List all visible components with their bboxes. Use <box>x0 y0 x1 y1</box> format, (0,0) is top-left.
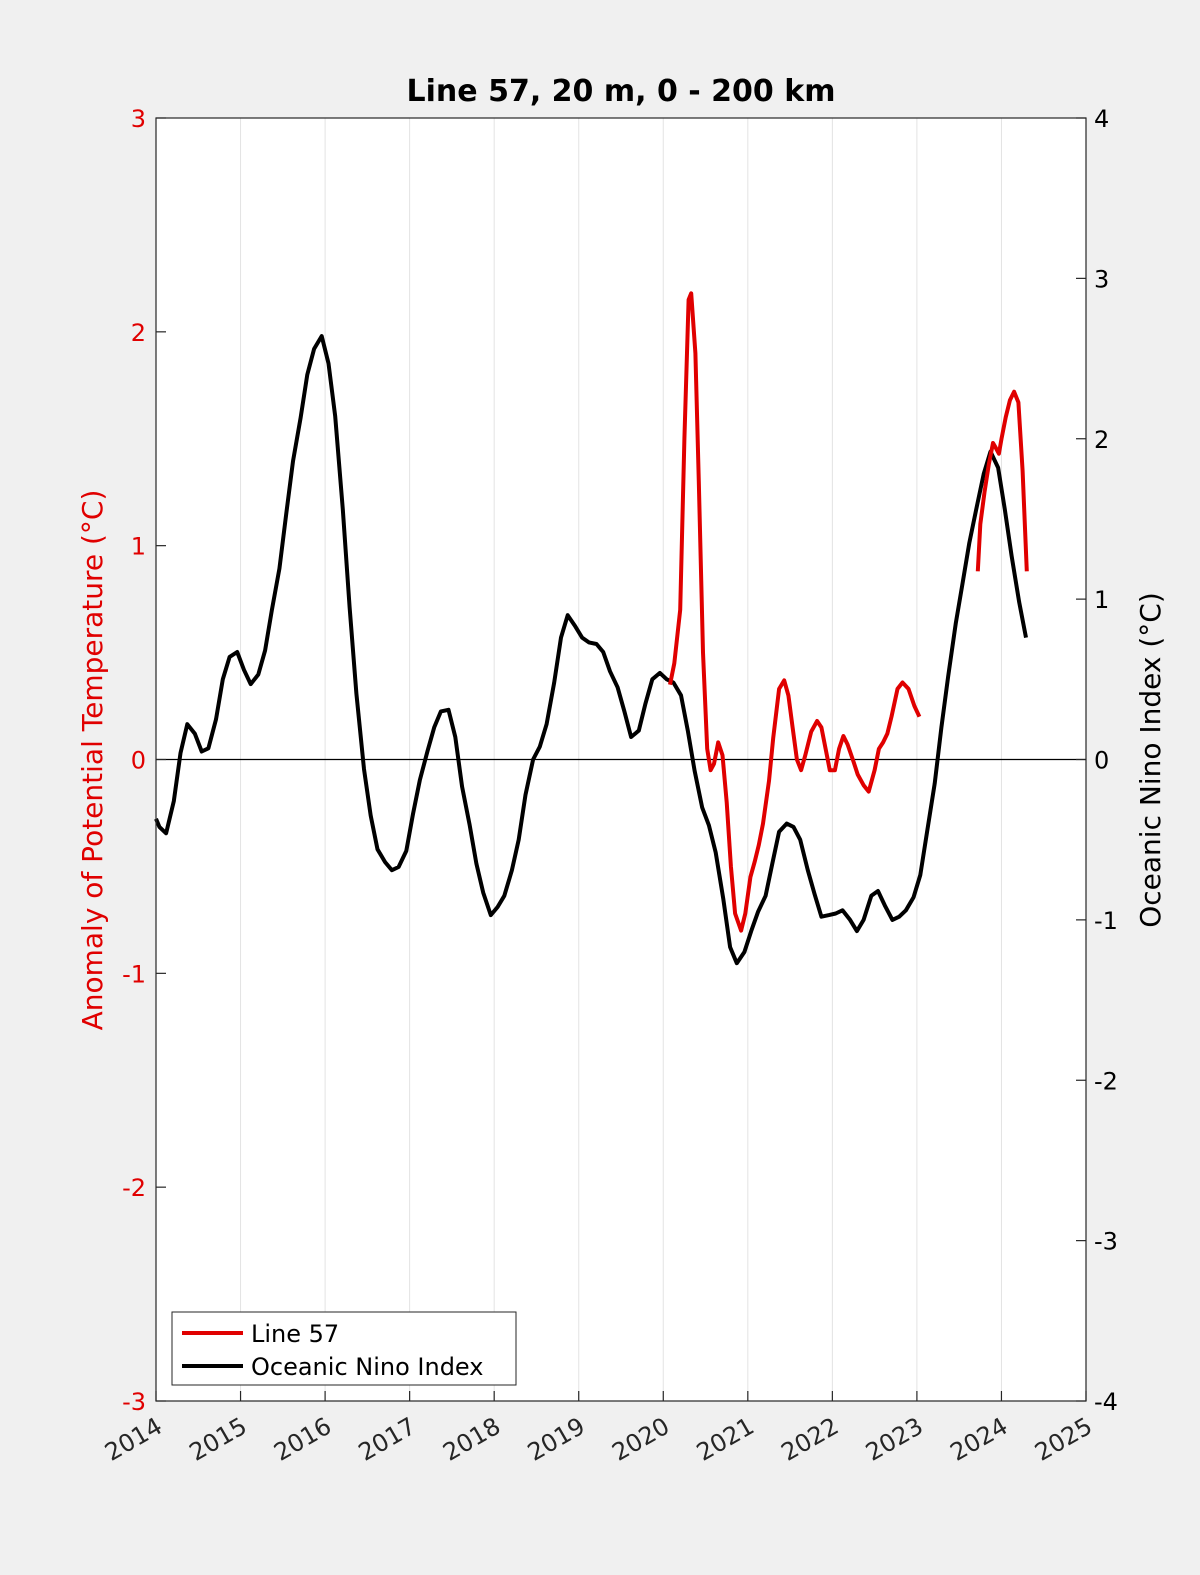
y-left-tick-label: 1 <box>131 533 146 561</box>
y-right-tick-label: 2 <box>1094 426 1109 454</box>
y-left-tick-label: 0 <box>131 747 146 775</box>
y-left-tick-label: 3 <box>131 105 146 133</box>
y-right-tick-label: 1 <box>1094 586 1109 614</box>
legend-box <box>171 1311 517 1386</box>
x-axis: 2014 2015 2016 2017 2018 2019 2020 2021 2022 2023… <box>100 1391 1097 1467</box>
y-right-tick-label: -3 <box>1094 1228 1118 1256</box>
series-oni-line <box>154 334 1028 966</box>
y-right-tick-label: -4 <box>1094 1388 1118 1416</box>
x-tick-label: 2022 <box>776 1412 843 1467</box>
y-left-tick-label: -3 <box>122 1388 146 1416</box>
series-line57-segment <box>975 389 1029 572</box>
y-left-tick-label: 2 <box>131 319 146 347</box>
x-tick-label: 2014 <box>100 1412 167 1467</box>
y-axis-right-title: Oceanic Nino Index (°C) <box>1134 592 1167 928</box>
x-tick-label: 2015 <box>185 1412 252 1467</box>
y-left-tick-label: -2 <box>122 1174 146 1202</box>
x-tick-label: 2020 <box>607 1412 674 1467</box>
legend-label-oni: Oceanic Nino Index <box>251 1353 483 1381</box>
x-tick-label: 2018 <box>438 1412 505 1467</box>
x-tick-label: 2023 <box>861 1412 928 1467</box>
legend: Line 57 Oceanic Nino Index <box>171 1311 517 1386</box>
y-right-tick-label: -2 <box>1094 1067 1118 1095</box>
y-right-tick-label: -1 <box>1094 907 1118 935</box>
x-tick-label: 2017 <box>354 1412 421 1467</box>
series-line57-segment <box>668 291 922 933</box>
x-tick-label: 2024 <box>946 1412 1013 1467</box>
x-tick-label: 2016 <box>269 1412 336 1467</box>
y-right-tick-label: 0 <box>1094 747 1109 775</box>
series-group <box>154 291 1029 966</box>
y-axis-right: -4 -3 -2 -1 0 1 2 3 4 <box>1076 105 1118 1416</box>
y-axis-left: -3 -2 -1 0 1 2 3 <box>122 105 166 1416</box>
y-axis-left-title: Anomaly of Potential Temperature (°C) <box>76 490 109 1031</box>
chart-title: Line 57, 20 m, 0 - 200 km <box>407 74 836 109</box>
y-right-tick-label: 3 <box>1094 265 1109 293</box>
x-tick-label: 2021 <box>692 1412 759 1467</box>
x-tick-label: 2025 <box>1030 1412 1097 1467</box>
y-left-tick-label: -1 <box>122 960 146 988</box>
legend-label-line57: Line 57 <box>251 1320 339 1348</box>
x-tick-label: 2019 <box>523 1412 590 1467</box>
y-right-tick-label: 4 <box>1094 105 1109 133</box>
